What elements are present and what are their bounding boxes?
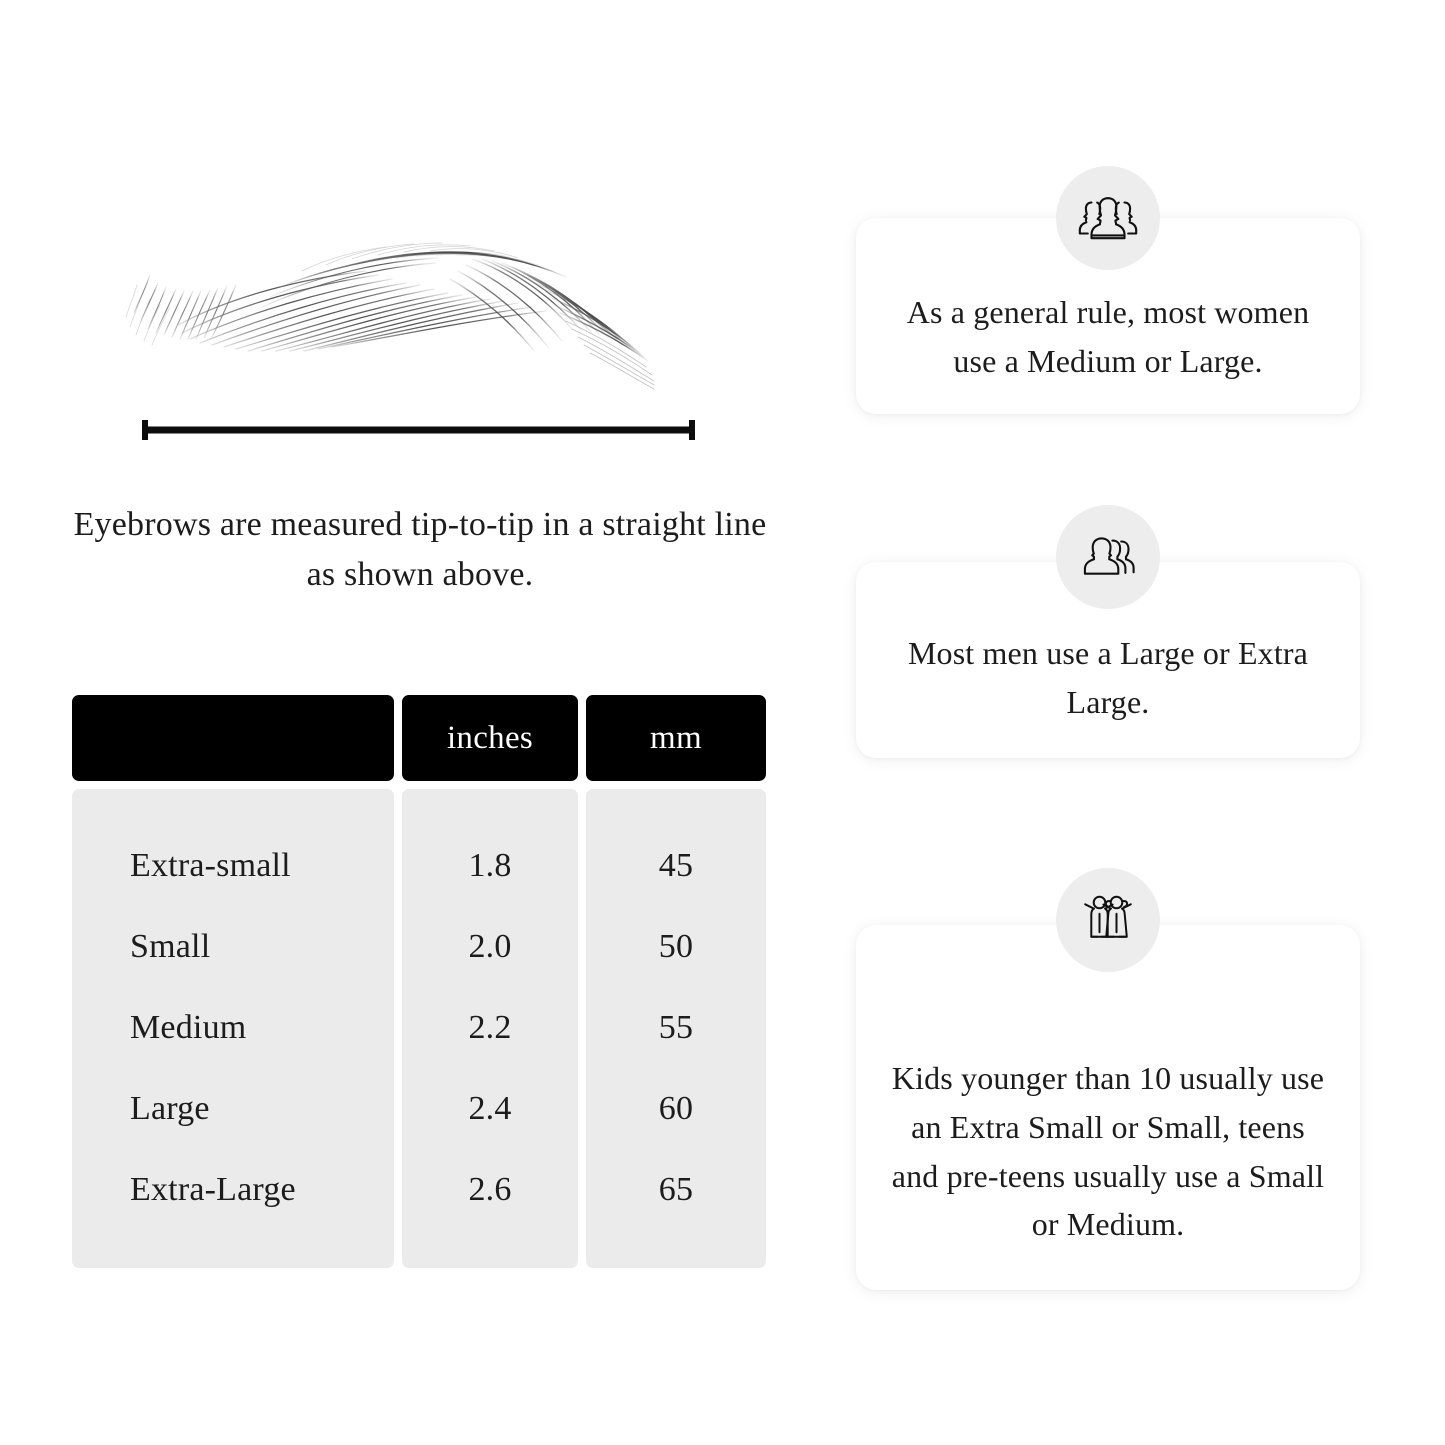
size-table: inches mm Extra-small Small Medium Large… [72, 695, 766, 1268]
table-row: 2.6 [468, 1171, 512, 1208]
table-column-inches: 1.8 2.0 2.2 2.4 2.6 [402, 789, 578, 1268]
table-row: Small [130, 928, 211, 965]
table-row: Extra-Large [130, 1171, 296, 1208]
card-kids-text: Kids younger than 10 usually use an Extr… [891, 1060, 1325, 1243]
measurement-bar-icon [142, 418, 695, 442]
table-row: 45 [658, 847, 694, 884]
table-body: Extra-small Small Medium Large Extra-Lar… [72, 789, 766, 1268]
three-men-group-icon [1056, 505, 1160, 609]
table-row: 65 [658, 1171, 694, 1208]
table-row: 2.0 [468, 928, 512, 965]
table-row: Extra-small [130, 847, 291, 884]
card-men-text: Most men use a Large or Extra Large. [907, 635, 1309, 720]
table-row: Medium [130, 1009, 247, 1046]
two-kids-icon [1056, 868, 1160, 972]
measurement-caption: Eyebrows are measured tip-to-tip in a st… [73, 506, 767, 594]
table-column-size: Extra-small Small Medium Large Extra-Lar… [72, 789, 394, 1268]
eyebrow-illustration [120, 225, 720, 395]
table-header-row: inches mm [72, 695, 766, 781]
table-row: Large [130, 1090, 210, 1127]
table-row: 2.2 [468, 1009, 512, 1046]
table-header-mm: mm [586, 695, 766, 781]
card-women-text: As a general rule, most women use a Medi… [906, 294, 1310, 379]
card-men: Most men use a Large or Extra Large. [856, 562, 1360, 758]
three-women-group-icon [1056, 166, 1160, 270]
table-column-mm: 45 50 55 60 65 [586, 789, 766, 1268]
table-row: 1.8 [468, 847, 512, 884]
table-row: 2.4 [468, 1090, 512, 1127]
table-header-size [72, 695, 394, 781]
recommendation-cards: As a general rule, most women use a Medi… [856, 0, 1360, 1445]
measurement-panel: Eyebrows are measured tip-to-tip in a st… [72, 225, 767, 1268]
table-row: 50 [658, 928, 694, 965]
table-row: 60 [658, 1090, 694, 1127]
table-header-inches: inches [402, 695, 578, 781]
card-kids: Kids younger than 10 usually use an Extr… [856, 925, 1360, 1290]
table-row: 55 [658, 1009, 694, 1046]
